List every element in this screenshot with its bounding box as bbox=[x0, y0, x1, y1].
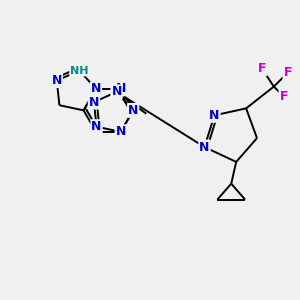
Text: N: N bbox=[92, 120, 102, 133]
Text: NH: NH bbox=[70, 65, 89, 76]
Text: N: N bbox=[91, 82, 101, 95]
Text: N: N bbox=[128, 104, 138, 117]
Text: F: F bbox=[258, 62, 266, 75]
Text: N: N bbox=[52, 74, 62, 87]
Text: F: F bbox=[280, 90, 288, 103]
Text: N: N bbox=[89, 95, 99, 109]
Text: N: N bbox=[111, 85, 122, 98]
Text: N: N bbox=[116, 82, 126, 95]
Text: F: F bbox=[284, 66, 292, 79]
Text: N: N bbox=[209, 109, 220, 122]
Text: N: N bbox=[116, 125, 126, 138]
Text: N: N bbox=[199, 140, 210, 154]
